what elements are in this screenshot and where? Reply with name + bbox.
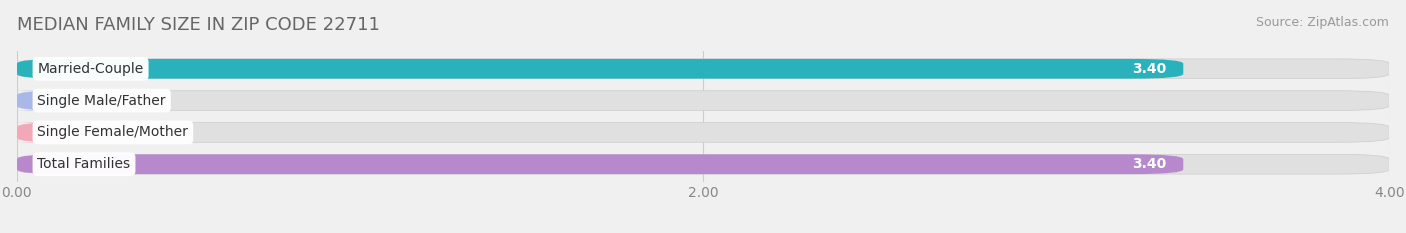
FancyBboxPatch shape	[17, 59, 1184, 79]
Text: 3.40: 3.40	[1132, 62, 1166, 76]
FancyBboxPatch shape	[17, 154, 1389, 174]
FancyBboxPatch shape	[7, 91, 69, 110]
Text: 0.00: 0.00	[79, 125, 112, 139]
Text: Single Female/Mother: Single Female/Mother	[38, 125, 188, 139]
FancyBboxPatch shape	[17, 123, 1389, 142]
FancyBboxPatch shape	[17, 91, 1389, 110]
FancyBboxPatch shape	[7, 123, 69, 142]
Text: MEDIAN FAMILY SIZE IN ZIP CODE 22711: MEDIAN FAMILY SIZE IN ZIP CODE 22711	[17, 16, 380, 34]
Text: Total Families: Total Families	[38, 157, 131, 171]
Text: Single Male/Father: Single Male/Father	[38, 94, 166, 108]
Text: Married-Couple: Married-Couple	[38, 62, 143, 76]
Text: Source: ZipAtlas.com: Source: ZipAtlas.com	[1256, 16, 1389, 29]
FancyBboxPatch shape	[17, 154, 1184, 174]
FancyBboxPatch shape	[17, 59, 1389, 79]
Text: 0.00: 0.00	[79, 94, 112, 108]
Text: 3.40: 3.40	[1132, 157, 1166, 171]
